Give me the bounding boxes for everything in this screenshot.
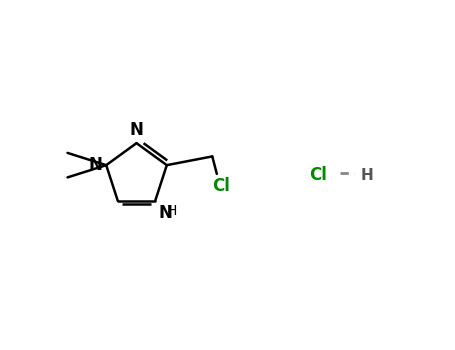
Text: Cl: Cl	[309, 166, 328, 184]
Text: H: H	[360, 168, 373, 182]
Text: N: N	[159, 204, 173, 222]
Text: N: N	[89, 156, 102, 174]
Text: Cl: Cl	[212, 177, 230, 195]
Text: N: N	[130, 121, 143, 139]
Text: H: H	[167, 204, 177, 218]
